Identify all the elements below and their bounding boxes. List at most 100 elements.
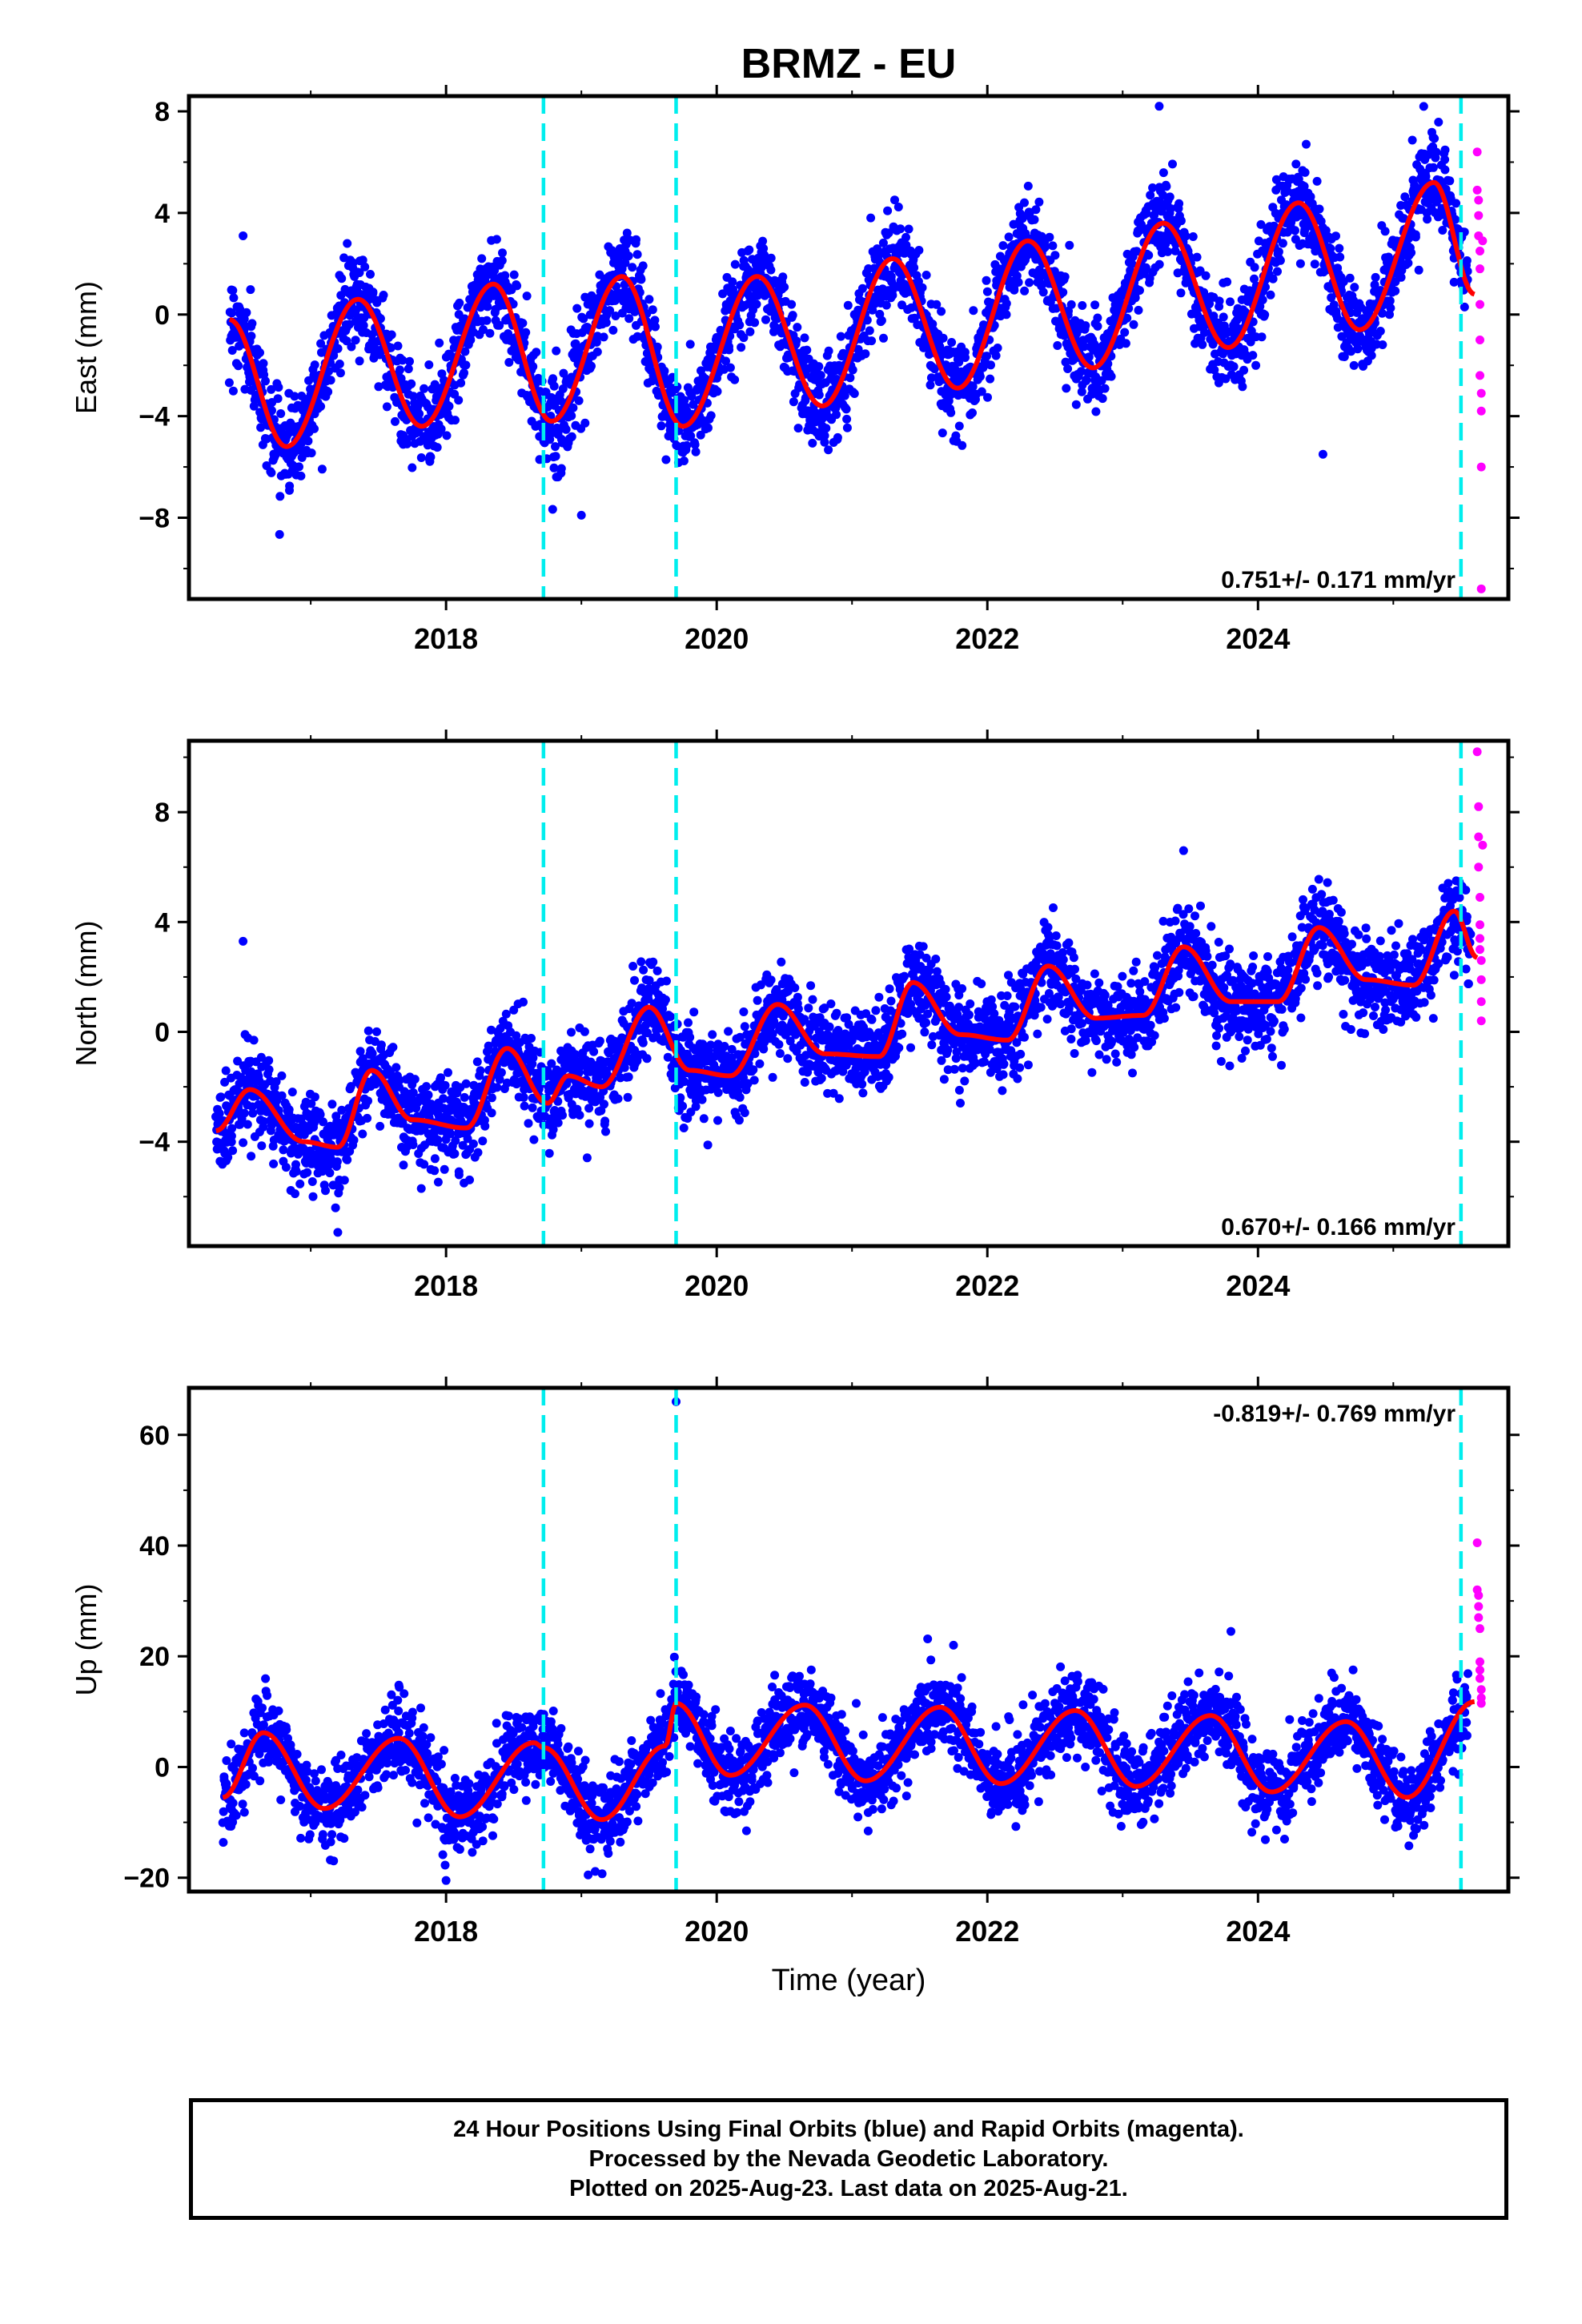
final-orbit-point: [274, 383, 283, 392]
final-orbit-point: [656, 421, 666, 431]
final-orbit-point: [399, 1160, 408, 1170]
final-orbit-point: [567, 411, 576, 420]
final-orbit-point: [551, 452, 560, 461]
final-orbit-point: [1097, 376, 1106, 385]
final-orbit-point: [1250, 274, 1259, 283]
final-orbit-point: [228, 286, 238, 296]
final-orbit-point: [1200, 328, 1209, 337]
final-orbit-point: [264, 1065, 274, 1075]
final-orbit-point: [793, 424, 803, 433]
final-orbit-point: [1434, 118, 1443, 127]
model-fit-line: [229, 179, 1476, 449]
final-orbit-point: [363, 1113, 372, 1123]
final-orbit-point: [816, 371, 825, 380]
final-orbit-point: [215, 1108, 224, 1118]
final-orbit-point: [454, 396, 464, 405]
final-orbit-point: [1260, 310, 1270, 320]
final-orbit-point: [661, 455, 671, 464]
final-orbit-point: [518, 319, 528, 328]
final-orbit-point: [613, 1094, 623, 1104]
final-orbit-point: [858, 1088, 868, 1098]
final-orbit-point: [247, 319, 257, 328]
final-orbit-point: [1275, 255, 1285, 265]
final-orbit-point: [307, 1099, 316, 1108]
final-orbit-point: [1009, 219, 1018, 229]
final-orbit-point: [788, 311, 797, 320]
final-orbit-point: [1403, 259, 1413, 267]
final-orbit-point: [1135, 286, 1144, 296]
final-orbit-point: [1165, 192, 1174, 202]
final-orbit-point: [1399, 214, 1408, 223]
rate-label-background: [1218, 565, 1460, 595]
final-orbit-point: [1091, 407, 1101, 416]
final-orbit-point: [1176, 216, 1186, 226]
plot-area: [211, 747, 1488, 1237]
final-orbit-point: [1142, 208, 1151, 218]
final-orbit-point: [842, 414, 852, 424]
final-orbit-point: [227, 346, 237, 355]
final-orbit-point: [817, 1074, 826, 1083]
final-orbit-point: [836, 332, 845, 341]
final-orbit-point: [549, 463, 559, 472]
final-orbit-point: [820, 437, 829, 447]
final-orbit-point: [1146, 191, 1155, 200]
final-orbit-point: [730, 375, 740, 384]
final-orbit-point: [983, 392, 992, 402]
final-orbit-point: [790, 983, 800, 992]
rapid-orbit-point: [1476, 462, 1486, 472]
final-orbit-point: [716, 325, 725, 335]
final-orbit-point: [485, 328, 495, 338]
final-orbit-point: [718, 289, 728, 299]
x-tick-label: 2024: [1226, 622, 1290, 655]
final-orbit-point: [1266, 290, 1275, 300]
final-orbit-point: [909, 263, 919, 272]
rapid-orbit-point: [1476, 388, 1486, 398]
final-orbit-point: [496, 1023, 505, 1033]
final-orbit-point: [689, 1007, 699, 1017]
final-orbit-points: [211, 875, 1476, 1212]
final-orbit-point: [426, 452, 436, 462]
final-orbit-point: [509, 1005, 519, 1015]
final-orbit-point: [768, 1029, 777, 1039]
final-orbit-point: [544, 1148, 554, 1158]
final-orbit-point: [624, 1072, 633, 1082]
final-orbit-point: [446, 1129, 456, 1139]
final-orbit-point: [472, 1057, 482, 1067]
rapid-orbit-points: [1472, 147, 1488, 593]
final-orbit-point: [735, 1032, 745, 1042]
final-orbit-point: [420, 384, 429, 393]
final-orbit-point: [1349, 360, 1359, 370]
final-orbit-point: [1014, 278, 1023, 287]
final-orbit-point: [492, 1083, 502, 1092]
final-orbit-point: [627, 999, 636, 1008]
final-orbit-point: [1238, 382, 1247, 392]
final-orbit-point: [315, 1110, 325, 1120]
final-orbit-point: [620, 1063, 629, 1072]
final-orbit-point: [661, 995, 670, 1004]
final-orbit-point: [958, 440, 967, 450]
final-orbit-point: [975, 372, 985, 381]
final-orbit-point: [580, 418, 590, 428]
final-orbit-point: [1210, 365, 1219, 375]
final-orbit-point: [685, 340, 695, 349]
final-orbit-point: [366, 270, 375, 279]
final-orbit-point: [316, 339, 326, 348]
y-tick-label: −4: [139, 402, 170, 432]
final-orbit-point: [358, 255, 367, 265]
final-orbit-point: [824, 346, 833, 356]
final-orbit-point: [375, 1121, 385, 1131]
final-orbit-point: [734, 1116, 744, 1125]
final-orbit-point: [548, 505, 557, 514]
final-orbit-point: [1223, 277, 1232, 287]
final-orbit-point: [327, 1100, 337, 1109]
final-orbit-point: [766, 253, 776, 263]
final-orbit-point: [1383, 252, 1393, 262]
final-orbit-point: [652, 966, 662, 975]
final-orbit-point: [273, 394, 283, 404]
final-orbit-point: [220, 1077, 230, 1087]
final-orbit-point: [704, 423, 713, 432]
final-orbit-point: [1078, 301, 1087, 310]
final-orbit-points: [224, 102, 1472, 539]
final-orbit-point: [766, 975, 776, 985]
